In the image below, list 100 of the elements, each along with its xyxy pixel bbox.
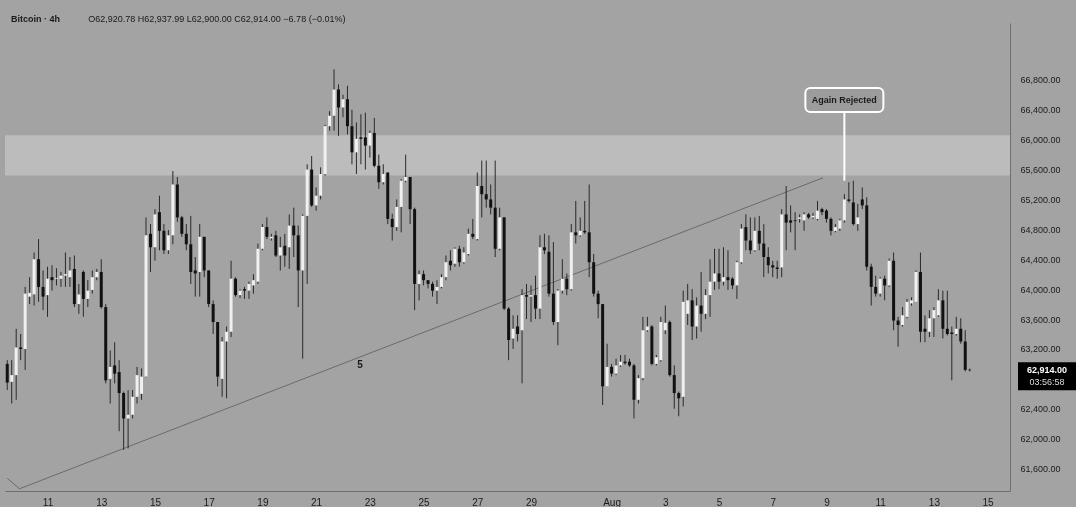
candlestick: [278, 236, 282, 271]
candlestick: [10, 359, 14, 405]
candlestick: [211, 299, 215, 335]
candlestick: [448, 249, 452, 271]
candlestick: [484, 160, 488, 209]
candlestick: [856, 203, 860, 232]
x-tick-label: 25: [418, 496, 431, 508]
candlestick: [672, 364, 676, 410]
candlestick: [542, 233, 546, 255]
candlestick: [225, 326, 229, 399]
candlestick: [713, 248, 717, 291]
x-tick-label: 15: [982, 496, 995, 508]
x-tick-label: 17: [203, 496, 216, 508]
candlestick: [851, 180, 855, 227]
candlestick: [663, 305, 667, 335]
candlestick: [444, 255, 448, 281]
candlestick: [390, 213, 394, 242]
x-tick-label: 13: [96, 496, 108, 508]
candlestick: [337, 83, 341, 137]
candlestick: [247, 281, 251, 300]
candlestick: [945, 290, 949, 336]
y-tick-label: 65,600.00: [1020, 165, 1061, 176]
candlestick: [417, 269, 421, 301]
chart-subtitle: O62,920.78 H62,937.99 L62,900.00 C62,914.00 −6.78 (−0.01%): [88, 14, 346, 24]
chart-title: Bitcoin · 4h: [11, 14, 60, 24]
candlestick: [68, 256, 72, 288]
candlestick: [90, 269, 94, 295]
candlestick: [511, 314, 515, 350]
candlestick: [131, 389, 135, 419]
y-tick-label: 66,400.00: [1020, 105, 1061, 116]
y-tick-label: 65,200.00: [1020, 194, 1061, 205]
x-tick-label: 11: [42, 496, 54, 508]
candlestick: [533, 275, 537, 320]
x-tick-label: 3: [663, 496, 670, 508]
candlestick: [404, 154, 408, 183]
candlestick: [113, 341, 117, 384]
candlestick: [395, 198, 399, 232]
candlestick: [292, 207, 296, 258]
candlestick: [341, 94, 345, 118]
candlestick: [704, 288, 708, 320]
candlestick: [927, 309, 931, 338]
annotation: Again Rejected: [811, 95, 877, 105]
candlestick: [314, 186, 318, 212]
candlestick: [63, 252, 67, 288]
candlestick: [677, 391, 681, 417]
candlestick: [59, 271, 63, 288]
text: 03:56:58: [1029, 377, 1065, 388]
x-tick-label: 29: [525, 496, 538, 508]
candlestick: [726, 249, 730, 291]
candlestick: [820, 207, 824, 216]
candlestick: [860, 186, 864, 210]
candlestick: [816, 200, 820, 221]
y-tick-label: 64,400.00: [1020, 254, 1061, 265]
candlestick: [319, 166, 323, 200]
candlestick: [883, 275, 887, 301]
candlestick: [162, 223, 166, 255]
candlestick: [717, 248, 721, 290]
candlestick: [748, 216, 752, 255]
candlestick: [283, 233, 287, 268]
candlestick: [847, 181, 851, 203]
text: 62,914.00: [1026, 365, 1068, 376]
candlestick: [525, 283, 529, 320]
candlestick: [954, 316, 958, 336]
candlestick: [516, 314, 520, 342]
candlestick: [578, 216, 582, 238]
candlestick: [757, 215, 761, 251]
candlestick: [354, 121, 358, 175]
candlestick: [148, 223, 152, 273]
candlestick: [842, 193, 846, 224]
candlestick: [359, 113, 363, 165]
candlestick: [184, 223, 188, 251]
candlestick: [50, 264, 54, 292]
candlestick: [489, 183, 493, 215]
candlestick: [560, 258, 564, 295]
candlestick: [453, 246, 457, 268]
candlestick: [193, 256, 197, 298]
candlestick: [699, 271, 703, 333]
candlestick: [762, 223, 766, 278]
candlestick: [166, 229, 170, 255]
candlestick: [234, 276, 238, 298]
candlestick: [596, 290, 600, 319]
candlestick: [636, 374, 640, 405]
y-tick-label: 63,600.00: [1020, 314, 1061, 325]
x-tick-label: 27: [472, 496, 484, 508]
candlestick: [735, 260, 739, 300]
candlestick: [287, 213, 291, 270]
x-tick-label: 11: [875, 496, 887, 508]
candlestick: [874, 275, 878, 298]
x-tick-label: 15: [149, 496, 162, 508]
x-tick-label: 5: [716, 496, 723, 508]
candlestick: [462, 246, 466, 265]
candlestick: [789, 204, 793, 233]
candlestick: [381, 163, 385, 185]
candlestick: [86, 279, 90, 308]
y-tick-label: 64,800.00: [1020, 224, 1061, 235]
y-tick-label: 62,400.00: [1020, 404, 1061, 415]
candlestick: [363, 112, 367, 171]
candlestick: [744, 213, 748, 251]
candlestick: [466, 228, 470, 256]
x-tick-label: 19: [257, 496, 269, 508]
